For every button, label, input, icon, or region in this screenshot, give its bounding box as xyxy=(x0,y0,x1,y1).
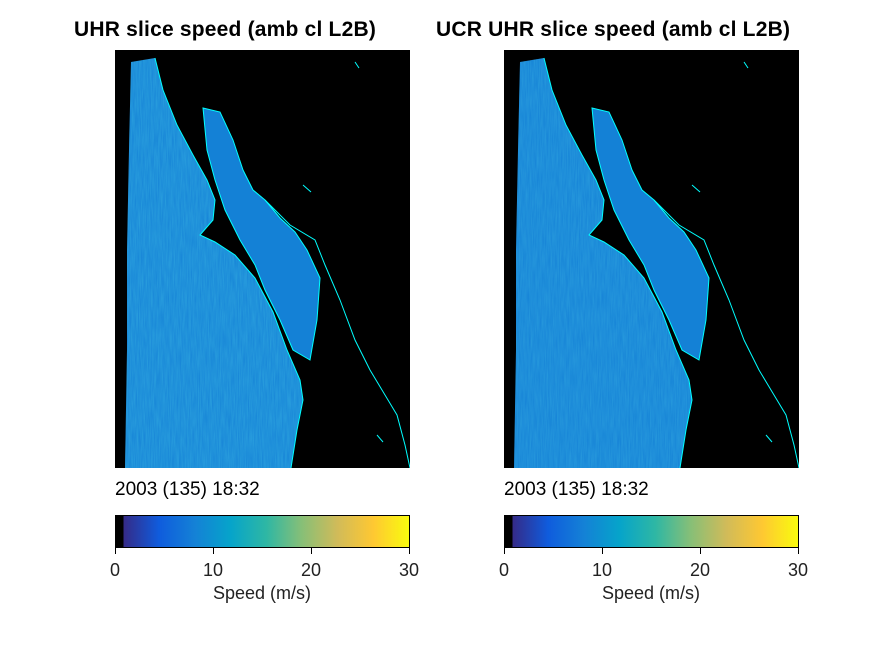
colorbar-tick-label: 10 xyxy=(202,560,224,580)
timestamp-left: 2003 (135) 18:32 xyxy=(115,479,260,500)
colorbar-ticks-right xyxy=(504,548,799,556)
colorbar-ticks-left xyxy=(115,548,410,556)
timestamp-right: 2003 (135) 18:32 xyxy=(504,479,649,500)
colorbar-label-left: Speed (m/s) xyxy=(212,583,312,603)
colorbar-tick-label: 30 xyxy=(398,560,420,580)
colorbar-tick-label: 20 xyxy=(689,560,711,580)
colorbar-tick-label: 30 xyxy=(787,560,809,580)
speed-map-right xyxy=(504,50,799,468)
colorbar-left xyxy=(115,515,410,548)
colorbar-tick-label: 20 xyxy=(300,560,322,580)
chart-title-left: UHR slice speed (amb cl L2B) xyxy=(74,18,377,41)
coastline-right xyxy=(543,57,799,468)
colorbar-right xyxy=(504,515,799,548)
speed-map-left xyxy=(115,50,410,468)
colorbar-label-right: Speed (m/s) xyxy=(601,583,701,603)
chart-title-right: UCR UHR slice speed (amb cl L2B) xyxy=(436,18,791,41)
colorbar-tick-label: 0 xyxy=(109,560,121,580)
coastline-left xyxy=(154,57,410,468)
colorbar-tick-label: 10 xyxy=(591,560,613,580)
colorbar-tick-label: 0 xyxy=(498,560,510,580)
